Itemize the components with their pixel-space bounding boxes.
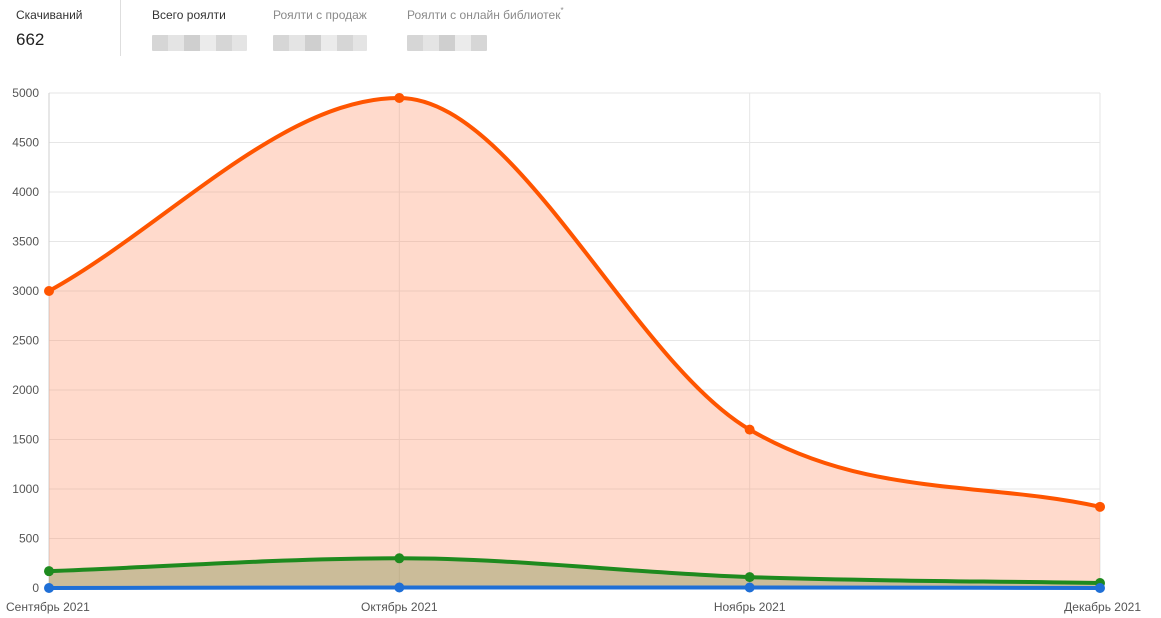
series-1-line	[48, 556, 1101, 586]
total-royalty-label: Всего роялти	[152, 8, 226, 22]
series-1-point	[744, 572, 755, 583]
series-0-point	[1095, 501, 1105, 512]
sales-royalty-value-hidden	[273, 35, 367, 51]
series-2-point	[1095, 583, 1105, 593]
y-tick-label: 500	[19, 532, 39, 546]
y-tick-label: 4000	[12, 185, 39, 199]
sales-royalty-label: Роялти с продаж	[273, 8, 367, 22]
y-tick-label: 0	[32, 581, 39, 595]
total-royalty-stat[interactable]: Всего роялти	[152, 8, 247, 51]
downloads-stat: Скачиваний 662	[16, 8, 83, 50]
series-0-area	[49, 97, 1100, 588]
series-2-point	[744, 582, 755, 593]
series-0-point	[744, 424, 755, 435]
y-tick-label: 3000	[12, 284, 39, 298]
library-royalty-stat[interactable]: Роялти с онлайн библиотек*	[407, 6, 564, 51]
x-tick-label: Октябрь 2021	[361, 600, 438, 614]
y-tick-label: 1500	[12, 433, 39, 447]
y-tick-label: 1000	[12, 482, 39, 496]
y-tick-label: 4500	[12, 136, 39, 150]
y-tick-label: 2500	[12, 334, 39, 348]
x-tick-label: Сентябрь 2021	[6, 600, 90, 614]
sales-royalty-stat[interactable]: Роялти с продаж	[273, 8, 367, 51]
x-tick-label: Декабрь 2021	[1064, 600, 1141, 614]
footnote-mark: *	[560, 6, 564, 15]
y-tick-label: 3500	[12, 235, 39, 249]
y-tick-label: 5000	[12, 86, 39, 100]
x-tick-label: Ноябрь 2021	[714, 600, 786, 614]
series-2-point	[44, 583, 54, 593]
downloads-value: 662	[16, 30, 45, 49]
series-1-point	[44, 566, 54, 577]
stats-divider	[120, 0, 121, 56]
library-royalty-value-hidden	[407, 35, 487, 51]
series-0-point	[44, 286, 54, 296]
series-1-point	[394, 553, 405, 564]
downloads-label: Скачиваний	[16, 8, 83, 22]
series-2-point	[394, 582, 405, 593]
series-0-point	[394, 92, 405, 103]
total-royalty-value-hidden	[152, 35, 247, 51]
library-royalty-label: Роялти с онлайн библиотек	[407, 8, 561, 22]
library-royalty-label-wrap: Роялти с онлайн библиотек*	[407, 6, 564, 22]
series-0-line	[48, 95, 1101, 509]
y-tick-label: 2000	[12, 383, 39, 397]
stats-bar: Скачиваний 662 Всего роялти Роялти с про…	[0, 0, 1161, 60]
